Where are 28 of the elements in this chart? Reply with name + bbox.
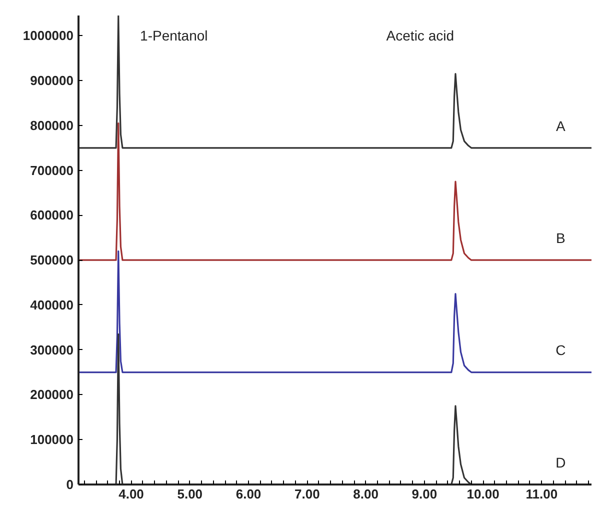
y-tick-label: 600000 (30, 208, 74, 223)
line-series (78, 250, 592, 374)
line-series (78, 16, 592, 149)
y-tick-label: 700000 (30, 162, 74, 178)
x-tick-label: 11.00 (526, 486, 558, 502)
line-series (78, 122, 592, 261)
annotation: Acetic acid (386, 28, 454, 44)
y-tick-label: 100000 (30, 432, 74, 448)
series-label: A (556, 118, 566, 134)
y-tick-label: 300000 (30, 342, 74, 358)
x-tick-label: 5.00 (177, 486, 203, 502)
y-tick-label: 400000 (30, 297, 74, 312)
y-tick-label: 200000 (30, 387, 74, 402)
y-tick-label: 500000 (30, 252, 74, 268)
y-tick-label: 900000 (30, 73, 74, 88)
y-tick-label: 0 (66, 477, 74, 492)
x-tick-label: 4.00 (118, 486, 144, 502)
y-tick-label: 800000 (30, 118, 74, 133)
annotation: 1-Pentanol (140, 28, 208, 44)
x-tick-label: 10.00 (466, 486, 500, 502)
y-tick-label: 1000000 (22, 28, 74, 44)
series-label: D (556, 454, 566, 470)
series-label: B (556, 230, 566, 246)
x-tick-label: 9.00 (412, 486, 438, 502)
x-tick-label: 7.00 (294, 486, 320, 502)
x-tick-label: 6.00 (236, 486, 262, 502)
series-label: C (556, 342, 566, 358)
x-tick-label: 8.00 (353, 486, 378, 502)
